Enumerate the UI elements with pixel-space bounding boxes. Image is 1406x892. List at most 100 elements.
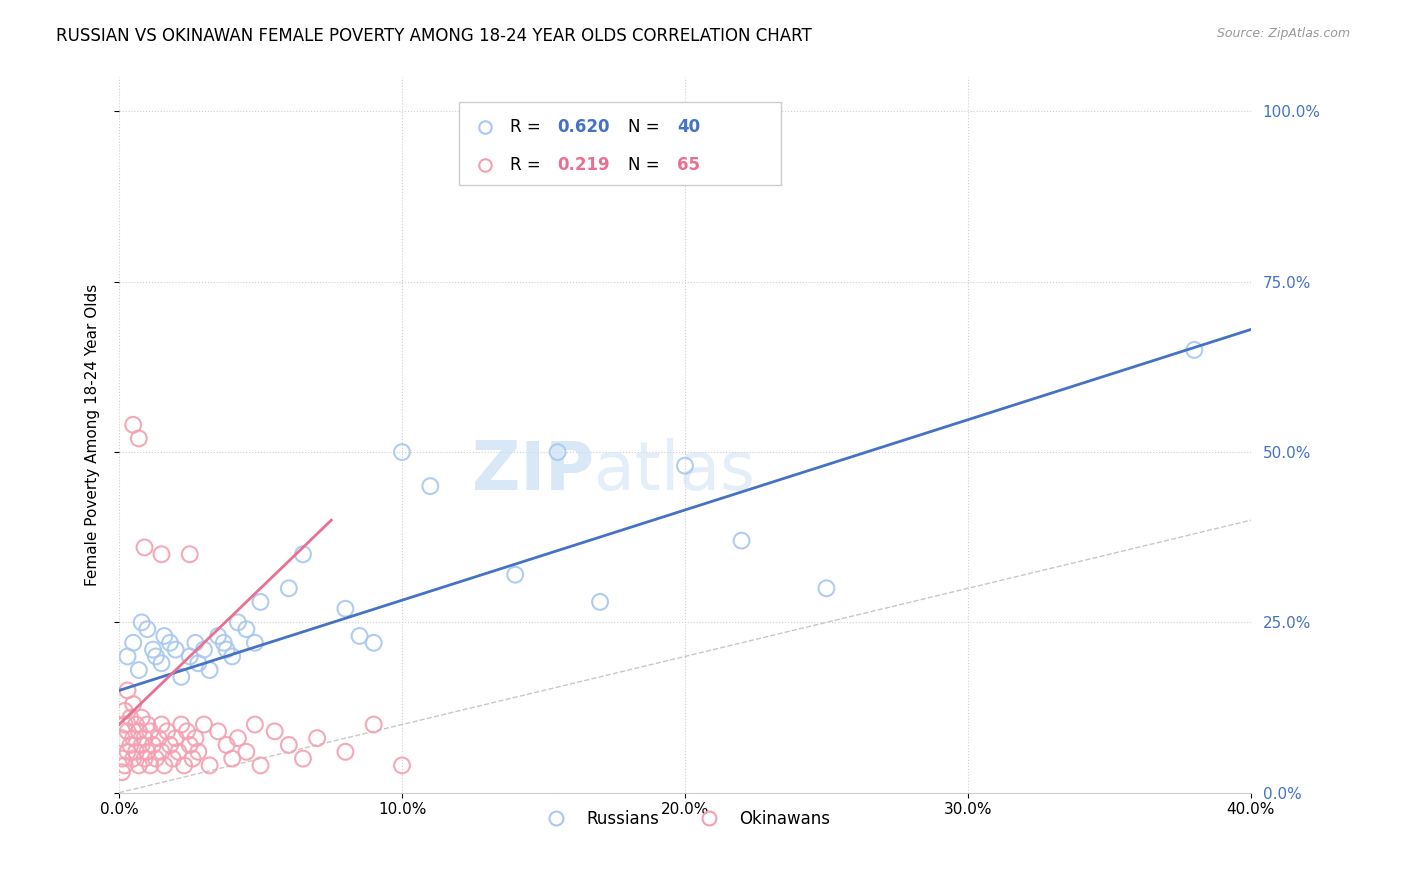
Point — [111, 751, 134, 765]
Text: RUSSIAN VS OKINAWAN FEMALE POVERTY AMONG 18-24 YEAR OLDS CORRELATION CHART: RUSSIAN VS OKINAWAN FEMALE POVERTY AMONG… — [56, 27, 813, 45]
Point — [148, 731, 170, 746]
Text: Source: ZipAtlas.com: Source: ZipAtlas.com — [1216, 27, 1350, 40]
Point — [277, 738, 299, 752]
Point — [128, 663, 150, 677]
Point — [145, 751, 167, 765]
Point — [142, 738, 165, 752]
Point — [125, 717, 148, 731]
Point — [503, 567, 526, 582]
Point — [136, 717, 159, 731]
Point — [170, 717, 193, 731]
Text: N =: N = — [628, 155, 665, 174]
Point — [134, 751, 156, 765]
Point — [125, 745, 148, 759]
Point — [391, 445, 413, 459]
Point — [673, 458, 696, 473]
Point — [128, 724, 150, 739]
Point — [117, 649, 139, 664]
Point — [179, 649, 201, 664]
Point — [117, 724, 139, 739]
Point — [153, 758, 176, 772]
Point — [235, 745, 257, 759]
Text: 65: 65 — [678, 155, 700, 174]
Point — [249, 595, 271, 609]
Point — [263, 724, 285, 739]
Point — [136, 745, 159, 759]
Point — [589, 595, 612, 609]
Point — [184, 636, 207, 650]
Point — [122, 751, 145, 765]
Point — [150, 717, 173, 731]
Point — [221, 751, 243, 765]
Point — [165, 642, 187, 657]
Text: R =: R = — [509, 155, 546, 174]
Point — [198, 663, 221, 677]
Point — [335, 601, 357, 615]
Point — [176, 724, 198, 739]
Point — [349, 629, 371, 643]
Point — [1182, 343, 1205, 357]
Point — [335, 745, 357, 759]
Point — [165, 731, 187, 746]
Point — [150, 745, 173, 759]
Point — [156, 724, 179, 739]
Point — [134, 541, 156, 555]
Point — [277, 582, 299, 596]
Point — [226, 615, 249, 630]
Point — [122, 636, 145, 650]
Point — [131, 615, 153, 630]
Point — [131, 738, 153, 752]
Text: N =: N = — [628, 118, 665, 136]
Point — [181, 751, 204, 765]
Point — [603, 104, 626, 119]
Point — [212, 636, 235, 650]
Point — [134, 731, 156, 746]
Point — [187, 657, 209, 671]
Point — [117, 745, 139, 759]
Point — [730, 533, 752, 548]
Point — [419, 479, 441, 493]
Point — [243, 636, 266, 650]
Point — [547, 445, 569, 459]
Point — [193, 642, 215, 657]
Point — [114, 704, 136, 718]
Point — [363, 636, 385, 650]
Point — [139, 724, 162, 739]
FancyBboxPatch shape — [458, 103, 782, 185]
Point — [120, 738, 142, 752]
Text: R =: R = — [509, 118, 546, 136]
Point — [391, 758, 413, 772]
Point — [221, 649, 243, 664]
Point — [173, 758, 195, 772]
Point — [291, 547, 314, 561]
Point — [207, 629, 229, 643]
Point — [145, 649, 167, 664]
Point — [193, 717, 215, 731]
Point — [142, 642, 165, 657]
Point — [815, 582, 838, 596]
Point — [179, 547, 201, 561]
Text: atlas: atlas — [595, 438, 755, 504]
Point — [153, 629, 176, 643]
Point — [159, 738, 181, 752]
Y-axis label: Female Poverty Among 18-24 Year Olds: Female Poverty Among 18-24 Year Olds — [86, 284, 100, 586]
Point — [111, 765, 134, 780]
Text: 0.620: 0.620 — [557, 118, 610, 136]
Point — [215, 738, 238, 752]
Point — [128, 432, 150, 446]
Point — [131, 711, 153, 725]
Text: 40: 40 — [678, 118, 700, 136]
Legend: Russians, Okinawans: Russians, Okinawans — [533, 803, 837, 834]
Point — [114, 717, 136, 731]
Point — [150, 657, 173, 671]
Point — [184, 731, 207, 746]
Point — [243, 717, 266, 731]
Point — [249, 758, 271, 772]
Point — [122, 731, 145, 746]
Point — [170, 670, 193, 684]
Point — [136, 622, 159, 636]
Point — [215, 642, 238, 657]
Point — [198, 758, 221, 772]
Point — [226, 731, 249, 746]
Point — [150, 547, 173, 561]
